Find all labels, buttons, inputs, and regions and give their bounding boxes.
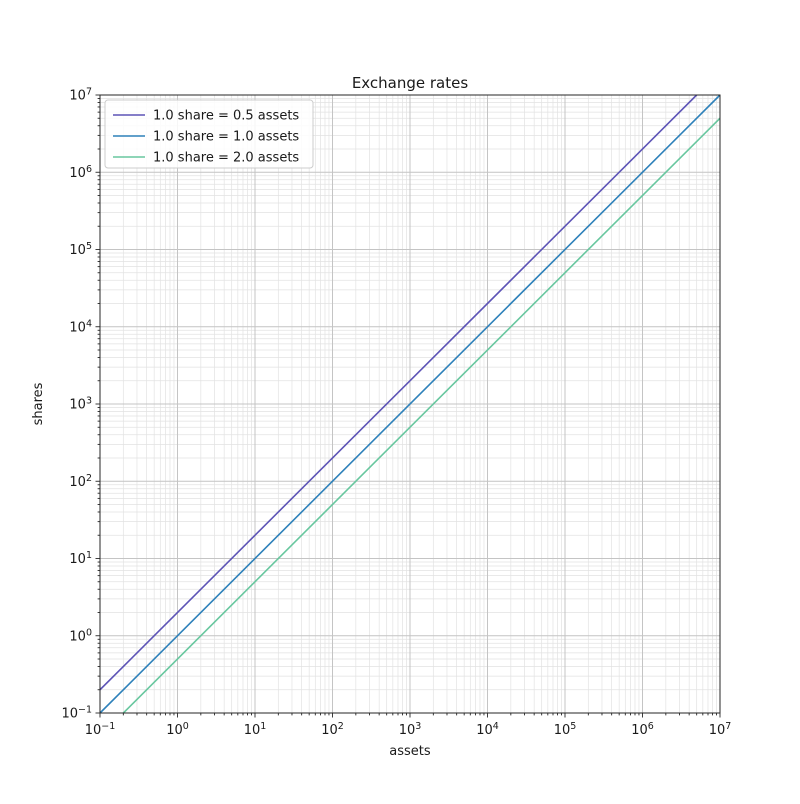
series-line-0 (99, 94, 698, 691)
legend-label: 1.0 share = 0.5 assets (153, 109, 299, 124)
legend-label: 1.0 share = 2.0 assets (153, 151, 299, 166)
legend-entry-2: 1.0 share = 2.0 assets (113, 151, 299, 166)
series-line-2 (122, 117, 721, 714)
legend-label: 1.0 share = 1.0 assets (153, 130, 299, 145)
y-axis-label: shares (31, 382, 46, 425)
x-axis-label: assets (389, 744, 431, 759)
axis-ticks (95, 94, 721, 718)
chart-title: Exchange rates (352, 74, 469, 92)
series-line-1 (99, 94, 721, 714)
legend: 1.0 share = 0.5 assets 1.0 share = 1.0 as… (104, 99, 314, 169)
legend-entry-0: 1.0 share = 0.5 assets (113, 109, 299, 124)
legend-entry-1: 1.0 share = 1.0 assets (113, 130, 299, 145)
legend-frame (104, 99, 314, 169)
